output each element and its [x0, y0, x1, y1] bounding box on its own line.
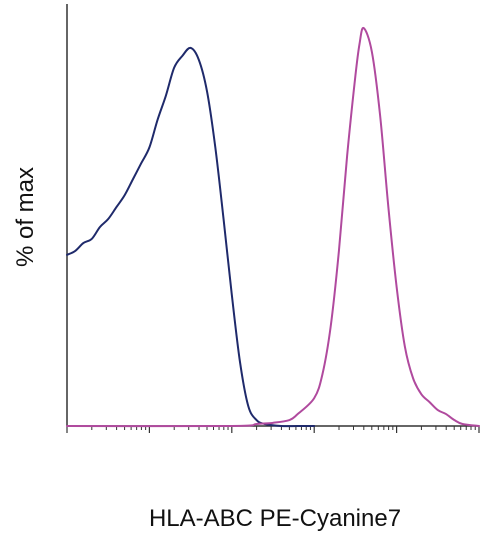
series-line-1 [66, 46, 316, 428]
y-axis-title: % of max [12, 167, 39, 267]
x-axis-title: HLA-ABC PE-Cyanine7 [149, 505, 401, 532]
series-line-2 [66, 26, 480, 428]
axes [66, 4, 480, 433]
series-layer [66, 26, 480, 428]
